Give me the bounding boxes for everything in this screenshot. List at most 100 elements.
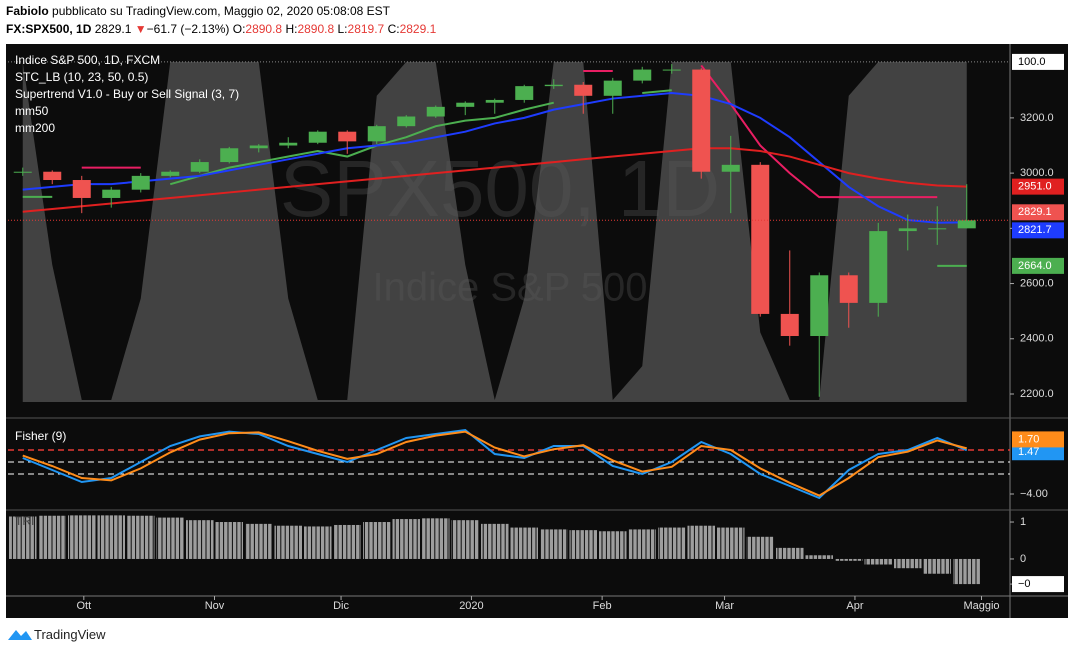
c: 2829.1 xyxy=(399,22,437,36)
bar xyxy=(304,526,332,559)
bar xyxy=(215,522,243,559)
bar xyxy=(274,525,302,559)
line xyxy=(22,92,967,224)
candle-body xyxy=(574,84,593,96)
x-tick-label: 2020 xyxy=(459,600,483,612)
line xyxy=(22,147,967,213)
pane-title: Fisher (9) xyxy=(15,429,66,443)
l-label: L: xyxy=(337,22,348,36)
symbol: FX:SPX500, 1D xyxy=(6,22,92,36)
bar xyxy=(687,525,715,559)
price-tag xyxy=(1012,178,1064,195)
legend-entry: mm50 xyxy=(15,104,49,118)
candle-body xyxy=(456,102,475,107)
bar xyxy=(97,515,125,559)
price-tag-label: −0 xyxy=(1018,578,1031,590)
c-label: C: xyxy=(387,22,400,36)
candle-body xyxy=(485,99,504,103)
candle-body xyxy=(869,231,888,303)
watermark: SPX500, 1D xyxy=(280,144,720,233)
line xyxy=(642,89,672,95)
candle-body xyxy=(279,142,298,146)
price-tag-label: 2951.0 xyxy=(1018,181,1052,193)
y-tick-label: 0 xyxy=(1020,553,1026,565)
x-tick-label: Mar xyxy=(715,600,734,612)
bar xyxy=(392,519,420,559)
candle-body xyxy=(839,275,858,303)
change: −61.7 (−2.13%) xyxy=(146,22,230,36)
candle-body xyxy=(220,148,239,163)
candle-body xyxy=(190,162,209,172)
bar xyxy=(776,547,804,559)
candle-body xyxy=(426,106,445,117)
x-tick-label: Apr xyxy=(846,600,863,612)
price-tag-label: 2664.0 xyxy=(1018,260,1052,272)
x-tick-label: Nov xyxy=(205,600,225,612)
price-tag xyxy=(1012,204,1064,221)
candle-body xyxy=(13,171,32,173)
bar xyxy=(186,520,214,559)
candle-body xyxy=(957,220,976,229)
header-line-1: Fabiolo pubblicato su TradingView.com, M… xyxy=(6,2,436,20)
candle-body xyxy=(249,145,268,149)
price-tag xyxy=(1012,576,1064,593)
candle-body xyxy=(72,180,91,198)
o-label: O: xyxy=(232,22,246,36)
l: 2819.7 xyxy=(347,22,385,36)
x-tick-label: Feb xyxy=(593,600,612,612)
price-tag-label: 2821.7 xyxy=(1018,224,1052,236)
bar xyxy=(923,558,951,574)
candle-body xyxy=(367,126,386,142)
bar xyxy=(717,527,745,559)
price-tag-label: 100.0 xyxy=(1018,56,1046,68)
bar xyxy=(481,523,509,559)
legend-title: Indice S&P 500, 1D, FXCM xyxy=(15,53,160,67)
bar xyxy=(569,530,597,559)
candle-body xyxy=(544,84,563,87)
bar xyxy=(805,555,833,559)
candle-body xyxy=(721,164,740,172)
candle-body xyxy=(780,313,799,337)
price-tag-label: 2829.1 xyxy=(1018,206,1052,218)
candle-body xyxy=(603,80,622,96)
candle-body xyxy=(515,86,534,100)
candle-body xyxy=(131,175,150,190)
bar xyxy=(9,516,37,559)
price-tag xyxy=(1012,257,1064,274)
candle-body xyxy=(751,164,770,314)
tv-logo xyxy=(8,630,32,640)
header-line-2: FX:SPX500, 1D 2829.1 ▼−61.7 (−2.13%) O: 2… xyxy=(6,20,436,38)
author: Fabiolo xyxy=(6,4,49,18)
arrow: ▼ xyxy=(134,22,147,36)
h: 2890.8 xyxy=(297,22,335,36)
y-tick-label: 3200.0 xyxy=(1020,112,1054,124)
line xyxy=(22,430,968,497)
x-tick-label: Dic xyxy=(333,600,349,612)
price-tag-label: 1.47 xyxy=(1018,446,1039,458)
bar xyxy=(894,558,922,569)
h-label: H: xyxy=(285,22,298,36)
candle-body xyxy=(397,116,416,127)
pane-title: TRI xyxy=(15,514,34,528)
y-tick-label: 3000.0 xyxy=(1020,167,1054,179)
candle-body xyxy=(308,131,327,143)
published: pubblicato su TradingView.com, Maggio 02… xyxy=(52,4,391,18)
tv-logo-shape xyxy=(8,630,32,640)
line xyxy=(169,101,554,186)
y-tick-label: 2400.0 xyxy=(1020,333,1054,345)
candle-body xyxy=(633,69,652,81)
bar xyxy=(599,531,627,559)
candle-body xyxy=(898,228,917,232)
bar xyxy=(422,518,450,559)
candle-body xyxy=(662,69,681,71)
y-tick-label: 1 xyxy=(1020,516,1026,528)
bar xyxy=(864,558,892,565)
candle-body xyxy=(102,189,121,198)
price-tag xyxy=(1012,444,1064,461)
y-tick-label: −4.00 xyxy=(1020,488,1048,500)
candle-body xyxy=(338,131,357,142)
header: Fabiolo pubblicato su TradingView.com, M… xyxy=(6,2,436,38)
candle-body xyxy=(692,69,711,172)
